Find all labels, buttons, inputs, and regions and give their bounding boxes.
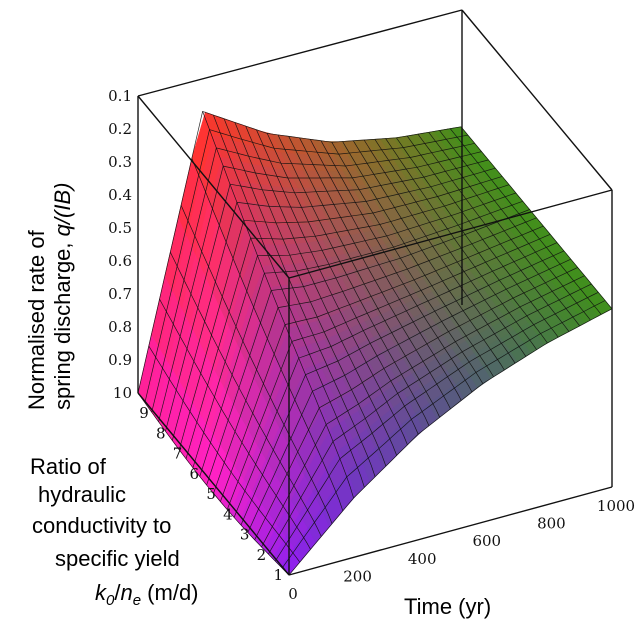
time-tick-label: 400 xyxy=(408,550,437,568)
surface-mesh-line-k xyxy=(158,151,482,422)
surface-mesh-line-k xyxy=(178,176,503,450)
surface-mesh-line-k xyxy=(220,225,544,502)
k-tick-label: 3 xyxy=(240,526,250,544)
surface-mesh xyxy=(137,110,613,576)
surface-mesh-line-k xyxy=(261,275,585,548)
surface-mesh-line-k xyxy=(281,300,606,569)
z-tick-label: 0.7 xyxy=(108,285,132,303)
surface-mesh-line-k xyxy=(165,159,489,432)
bounding-box xyxy=(137,9,613,576)
k-axis-label-line1: Ratio of xyxy=(30,454,107,479)
surface-mesh-line-k xyxy=(233,242,558,518)
surface-mesh-line-k xyxy=(144,129,468,403)
surface-mesh-line-k xyxy=(247,258,571,533)
box-edge-back-top xyxy=(137,9,463,97)
z-tick-label: 0.3 xyxy=(108,153,132,171)
k-tick-label: 2 xyxy=(257,546,267,564)
surface-mesh-line-k xyxy=(275,291,599,562)
k-axis-label: Ratio of hydraulic conductivity to speci… xyxy=(30,454,199,609)
surface-mesh-line-k xyxy=(213,217,537,494)
surface-mesh-line-k xyxy=(151,142,475,413)
k-tick-label: 1 xyxy=(273,566,283,584)
k-axis-label-line4: specific yield xyxy=(55,546,180,571)
k-axis-label-line3: conductivity to xyxy=(32,513,171,538)
time-tick-label: 800 xyxy=(537,515,566,533)
z-tick-label: 0.8 xyxy=(108,318,132,336)
surface-mesh-line-k xyxy=(137,110,462,394)
time-tick-label: 600 xyxy=(472,532,501,550)
surface-mesh-line-k xyxy=(171,167,496,441)
box-edge-top-front xyxy=(137,95,290,279)
k-tick-label: 5 xyxy=(206,485,216,503)
z-axis-label-line2: spring discharge, q/(IB) xyxy=(50,183,75,410)
box-edge-bottom-left xyxy=(137,392,290,576)
z-axis-label-line1: Normalised rate of xyxy=(24,229,49,410)
surface-mesh-line-k xyxy=(206,209,530,486)
k-tick-label: 6 xyxy=(190,465,200,483)
surface-mesh-line-k xyxy=(288,308,613,576)
z-tick-label: 0.1 xyxy=(108,87,132,105)
surface-mesh-line-k xyxy=(240,250,565,526)
time-tick-label: 1000 xyxy=(597,497,635,515)
k-tick-label: 8 xyxy=(156,424,166,442)
surface-mesh-line-k xyxy=(226,233,551,510)
time-axis-ticks: 0 200 400 600 800 1000 xyxy=(288,497,635,603)
k-tick-label: 10 xyxy=(113,384,132,402)
z-tick-label: 0.6 xyxy=(108,252,132,270)
k-tick-label: 9 xyxy=(139,404,149,422)
surface-mesh-line-k xyxy=(199,200,523,477)
time-tick-label: 200 xyxy=(343,567,372,585)
k-axis-label-line5: k0/ne (m/d) xyxy=(95,580,199,609)
surface-mesh-line-k xyxy=(254,267,578,540)
box-edge-bottom-front xyxy=(288,486,613,576)
z-tick-label: 0.4 xyxy=(108,186,132,204)
k-tick-label: 4 xyxy=(223,505,233,523)
time-tick-label: 0 xyxy=(288,585,298,603)
time-axis-label: Time (yr) xyxy=(404,594,491,619)
z-tick-label: 0.9 xyxy=(108,351,132,369)
z-tick-label: 0.2 xyxy=(108,120,132,138)
surface-mesh-line-k xyxy=(268,283,592,555)
z-axis-ticks: 0.1 0.2 0.3 0.4 0.5 0.6 0.7 0.8 0.9 xyxy=(108,87,132,369)
k-axis-label-line2: hydraulic xyxy=(38,482,126,507)
box-edge-back-right xyxy=(461,9,613,191)
k-tick-label: 7 xyxy=(173,445,183,463)
box-edge-top-right xyxy=(288,189,613,279)
surface-mesh-line-k xyxy=(185,184,510,459)
z-tick-label: 0.5 xyxy=(108,219,132,237)
